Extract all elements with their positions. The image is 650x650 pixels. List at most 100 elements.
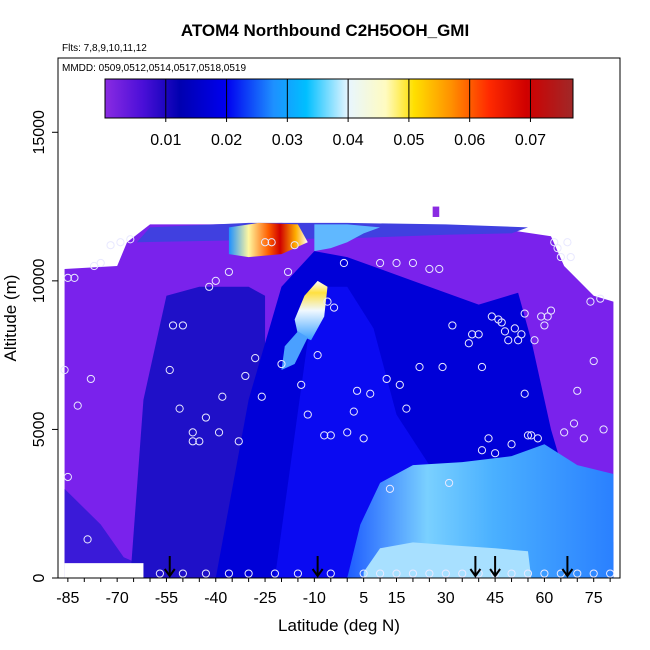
observation-point: [477, 362, 487, 372]
observation-point: [224, 267, 234, 277]
observation-point: [267, 238, 276, 247]
observation-point: [283, 267, 293, 277]
observation-point: [63, 273, 72, 282]
dates-label: MMDD: 0509,0512,0514,0517,0518,0519: [62, 63, 246, 74]
observation-point: [425, 264, 434, 274]
observation-point: [520, 309, 529, 318]
x-tick-label: -40: [204, 590, 227, 607]
observation-point: [188, 437, 197, 446]
observation-point: [90, 261, 99, 271]
surface-point: [244, 569, 253, 578]
observation-point: [60, 365, 69, 375]
surface-point: [408, 569, 418, 578]
observation-points: [60, 235, 615, 578]
flight-arrows: [163, 556, 574, 578]
observation-point: [375, 258, 385, 268]
observation-point: [211, 276, 220, 285]
observation-point: [435, 264, 444, 274]
x-tick-label: -70: [106, 590, 129, 607]
surface-point: [540, 569, 549, 578]
observation-point: [178, 321, 187, 330]
colorbar-tick-label: 0.02: [211, 132, 242, 149]
observation-point: [70, 273, 79, 282]
observation-point: [251, 354, 260, 363]
observation-point: [491, 449, 500, 458]
x-tick-label: -10: [303, 590, 326, 607]
surface-point: [293, 569, 303, 578]
surface-point: [270, 569, 280, 578]
surface-point: [326, 569, 335, 578]
observation-point: [507, 440, 516, 449]
observation-point: [165, 365, 174, 375]
surface-point: [359, 569, 368, 578]
observation-point: [329, 303, 339, 312]
flight-arrow: [489, 556, 501, 578]
observation-point: [464, 339, 473, 348]
colorbar-tick-label: 0.07: [515, 132, 546, 149]
plot-frame: [57, 57, 621, 579]
observation-point: [527, 431, 536, 440]
x-tick-label: 30: [437, 590, 455, 607]
observation-point: [504, 336, 513, 345]
y-tick-label: 0: [31, 573, 48, 582]
observation-point: [556, 252, 565, 262]
observation-point: [234, 437, 243, 446]
surface-point: [458, 569, 467, 578]
observation-point: [408, 258, 418, 268]
x-tick-label: 5: [359, 590, 368, 607]
surface-point: [375, 569, 385, 578]
observation-point: [126, 235, 135, 244]
surface-point: [201, 569, 210, 578]
observation-point: [339, 258, 349, 268]
observation-point: [533, 434, 542, 443]
observation-point: [444, 478, 454, 488]
observation-point: [510, 324, 519, 333]
y-tick-label: 15000: [31, 110, 48, 155]
x-tick-label: 45: [486, 590, 504, 607]
surface-point: [441, 569, 450, 578]
observation-point: [530, 336, 539, 345]
observation-point: [553, 244, 562, 253]
observation-point: [500, 327, 510, 336]
observation-point: [540, 321, 549, 330]
observation-point: [523, 431, 533, 440]
observation-point: [343, 428, 352, 437]
observation-point: [563, 238, 572, 247]
observation-point: [569, 419, 579, 428]
observation-point: [168, 321, 178, 330]
flight-arrow: [469, 556, 482, 578]
observation-point: [349, 407, 358, 416]
observation-point: [517, 330, 526, 339]
flights-label: Flts: 7,8,9,10,11,12: [62, 43, 147, 54]
surface-point: [523, 569, 533, 578]
observation-point: [214, 428, 224, 437]
observation-point: [277, 359, 286, 369]
colorbar-tick-label: 0.06: [454, 132, 485, 149]
observation-point: [415, 362, 424, 372]
observation-point: [402, 404, 411, 413]
field-upper-plume: [314, 224, 381, 252]
observation-point: [201, 413, 210, 422]
surface-point: [606, 569, 615, 578]
observation-point: [359, 434, 368, 443]
observation-point: [366, 389, 375, 398]
observation-point: [320, 431, 329, 440]
colorbar: 0.01 0.02 0.03 0.04 0.05 0.06 0.07: [104, 78, 574, 149]
y-tick-label: 5000: [31, 412, 48, 448]
observation-point: [260, 238, 270, 247]
x-tick-label: 15: [388, 590, 406, 607]
observation-point: [257, 392, 266, 401]
x-tick-label: -85: [56, 590, 79, 607]
observation-point: [497, 318, 506, 327]
observation-point: [395, 380, 404, 389]
x-tick-label: 75: [585, 590, 603, 607]
observation-point: [303, 410, 312, 419]
observation-point: [326, 431, 335, 440]
observation-point: [218, 392, 227, 401]
observation-point: [477, 446, 487, 455]
surface-point: [224, 569, 234, 578]
colorbar-tick-label: 0.05: [393, 132, 424, 149]
y-axis-label: Altitude (m): [1, 275, 20, 362]
observation-point: [579, 434, 588, 443]
